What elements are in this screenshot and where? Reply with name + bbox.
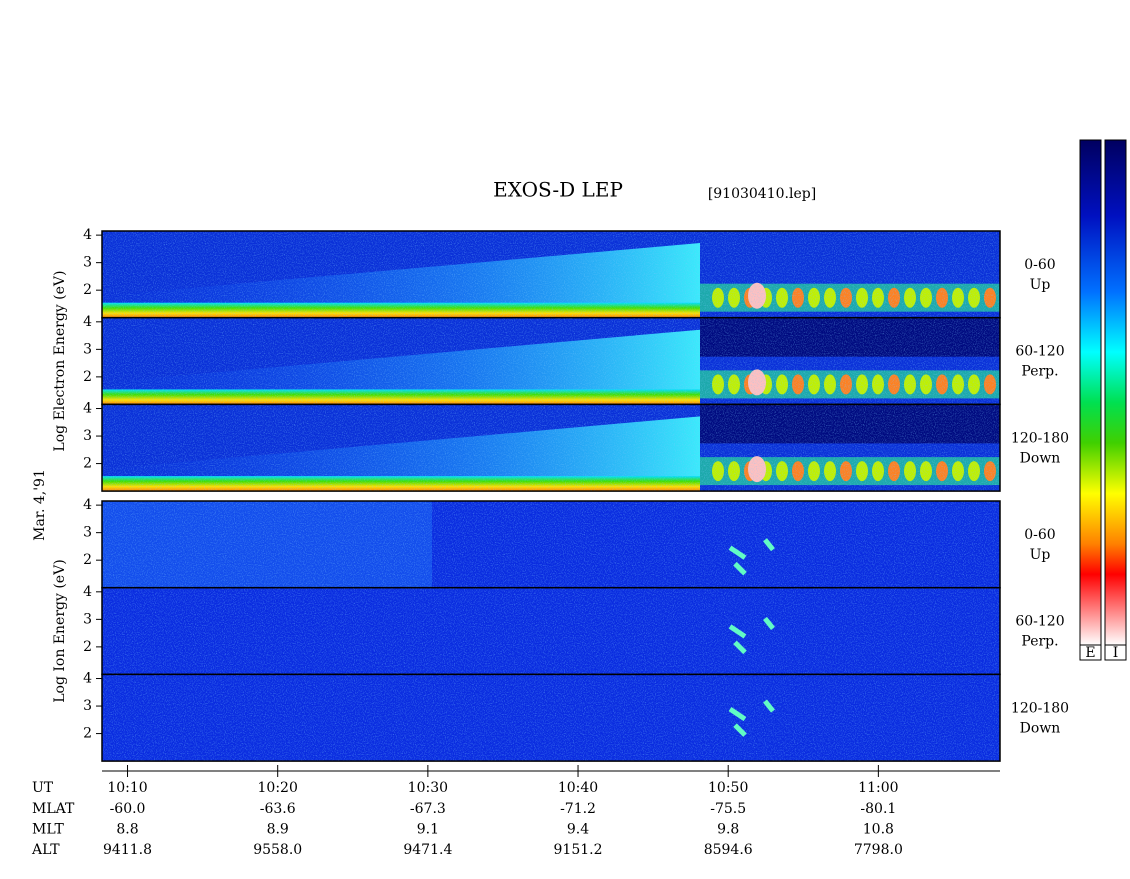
- ephemeris-value: -60.0: [110, 801, 146, 817]
- spectrogram-noise: [102, 404, 1000, 492]
- y-axis-label: Log Electron Energy (eV): [52, 271, 68, 452]
- panel-label: Down: [1020, 450, 1061, 466]
- panel-label: Up: [1030, 277, 1051, 293]
- y-tick-label: 2: [83, 639, 92, 655]
- y-tick-label: 4: [83, 227, 92, 243]
- x-label: UT: [32, 780, 54, 796]
- colorbar: [1104, 139, 1127, 646]
- ephemeris-name: MLAT: [32, 801, 75, 817]
- panel-label: Perp.: [1021, 634, 1058, 650]
- y-tick-label: 3: [83, 428, 92, 444]
- y-tick-label: 3: [83, 255, 92, 271]
- panel-label: 0-60: [1024, 257, 1055, 273]
- y-axis-label: Log Ion Energy (eV): [52, 559, 68, 702]
- y-tick-label: 2: [83, 726, 92, 742]
- spectrogram-noise: [102, 587, 1000, 675]
- x-tick-label: 10:30: [408, 780, 448, 796]
- ephemeris-value: -75.5: [710, 801, 746, 817]
- y-tick-label: 3: [83, 611, 92, 627]
- ephemeris-value: 9151.2: [554, 842, 603, 858]
- spectrogram-noise: [102, 501, 1000, 588]
- ephemeris-value: 8.9: [267, 822, 289, 838]
- x-tick-label: 11:00: [858, 780, 898, 796]
- spectrogram-noise: [102, 674, 1000, 762]
- ephemeris-value: 9.8: [717, 822, 739, 838]
- y-tick-label: 3: [83, 341, 92, 357]
- ephemeris-value: 9.1: [417, 822, 439, 838]
- y-tick-label: 4: [83, 401, 92, 417]
- colorbar-label-box: [1104, 644, 1127, 661]
- ephemeris-name: MLT: [32, 822, 64, 838]
- x-tick-label: 10:50: [708, 780, 748, 796]
- y-tick-label: 4: [83, 671, 92, 687]
- panel-label: Up: [1030, 547, 1051, 563]
- y-tick-label: 3: [83, 525, 92, 541]
- ephemeris-value: 8594.6: [704, 842, 753, 858]
- ephemeris-value: -71.2: [560, 801, 596, 817]
- ephemeris-value: 9558.0: [253, 842, 302, 858]
- colorbar-label-box: [1079, 644, 1102, 661]
- panel-label: 120-180: [1011, 700, 1069, 716]
- ephemeris-value: 9.4: [567, 822, 589, 838]
- panel-frame: [101, 673, 1001, 762]
- y-tick-label: 3: [83, 698, 92, 714]
- panel-label: 60-120: [1015, 614, 1064, 630]
- ephemeris-value: 9411.8: [103, 842, 152, 858]
- colorbar: [1079, 139, 1102, 646]
- y-tick-label: 2: [83, 552, 92, 568]
- ephemeris-name: ALT: [31, 842, 60, 858]
- y-tick-label: 2: [83, 456, 92, 472]
- panel-label: 60-120: [1015, 344, 1064, 360]
- ephemeris-value: 7798.0: [854, 842, 903, 858]
- spectrogram-noise: [102, 231, 1000, 318]
- panel-label: 0-60: [1024, 527, 1055, 543]
- ephemeris-value: 8.8: [116, 822, 138, 838]
- ephemeris-value: 10.8: [863, 822, 894, 838]
- ephemeris-value: -63.6: [260, 801, 296, 817]
- y-tick-label: 4: [83, 497, 92, 513]
- ephemeris-value: -80.1: [860, 801, 896, 817]
- spectrogram-noise: [102, 317, 1000, 405]
- ephemeris-value: 9471.4: [403, 842, 452, 858]
- panel-label: Perp.: [1021, 364, 1058, 380]
- x-tick-label: 10:20: [258, 780, 298, 796]
- title: EXOS-D LEP: [493, 178, 623, 202]
- colorbar-label: E: [1085, 645, 1095, 661]
- ephemeris-value: -67.3: [410, 801, 446, 817]
- x-tick-label: 10:40: [558, 780, 598, 796]
- y-tick-label: 2: [83, 282, 92, 298]
- y-tick-label: 4: [83, 314, 92, 330]
- x-tick-label: 10:10: [107, 780, 147, 796]
- panel-label: Down: [1020, 720, 1061, 736]
- colorbar-label: I: [1113, 645, 1119, 661]
- y-tick-label: 4: [83, 584, 92, 600]
- panel-frame: [101, 403, 1001, 492]
- subtitle: [91030410.lep]: [708, 186, 816, 202]
- panel-label: 120-180: [1011, 430, 1069, 446]
- y-tick-label: 2: [83, 369, 92, 385]
- date: Mar. 4,'91: [32, 469, 48, 541]
